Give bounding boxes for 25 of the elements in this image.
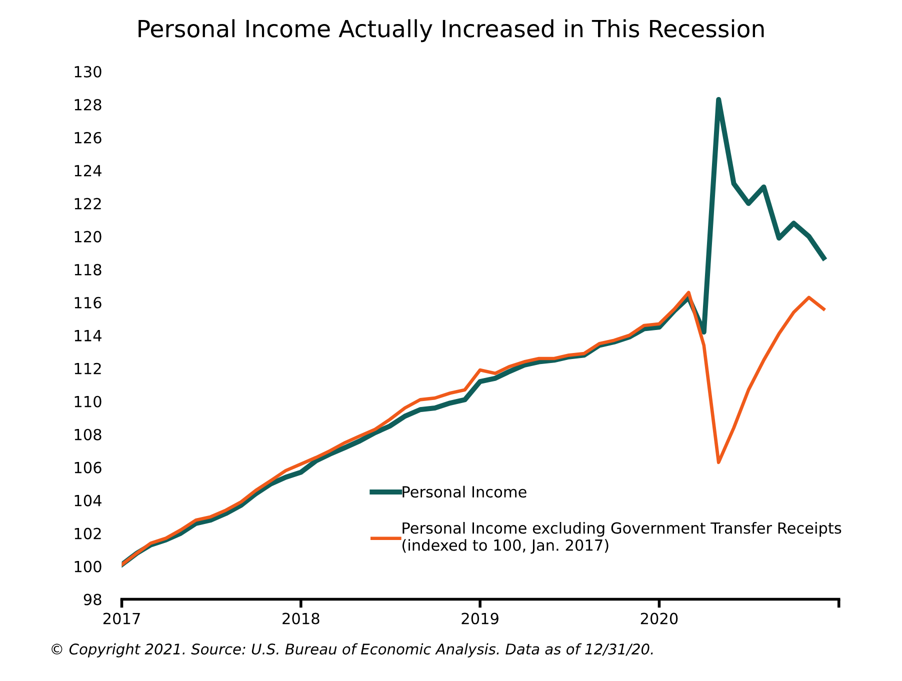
x-tick-label: 2018: [282, 612, 320, 624]
y-tick-label: 104: [74, 494, 102, 506]
y-tick-label: 114: [74, 330, 102, 342]
y-tick-label: 130: [74, 66, 102, 78]
y-tick-label: 116: [74, 296, 102, 308]
y-tick-label: 120: [74, 230, 102, 242]
y-tick-label: 126: [74, 132, 102, 144]
y-tick-label: 112: [74, 362, 101, 374]
y-tick-label: 98: [84, 594, 102, 606]
x-tick-label: 2017: [103, 612, 140, 624]
y-tick-label: 124: [74, 164, 102, 176]
y-tick-label: 102: [74, 528, 101, 540]
legend-label: Personal Income excluding Government Transfer Receipts (indexed to 100, Jan. 2017): [402, 522, 842, 554]
text: © Copyright 2021. Source: U.S. Bureau of Economic Analysis. Data as of 12/31/20.: [52, 643, 653, 658]
chart-title: Personal Income Actually Increased in This Recession: [138, 19, 764, 42]
y-tick-label: 100: [74, 560, 102, 572]
y-tick-label: 106: [74, 462, 102, 474]
y-tick-label: 128: [74, 98, 102, 111]
y-tick-label: 118: [74, 264, 102, 276]
y-tick-label: 108: [74, 428, 102, 440]
legend-label: Personal Income: [402, 486, 526, 498]
y-tick-label: 110: [74, 396, 102, 408]
y-tick-label: 122: [74, 198, 101, 210]
x-tick-label: 2020: [640, 612, 678, 624]
x-tick-label: 2019: [462, 612, 498, 624]
